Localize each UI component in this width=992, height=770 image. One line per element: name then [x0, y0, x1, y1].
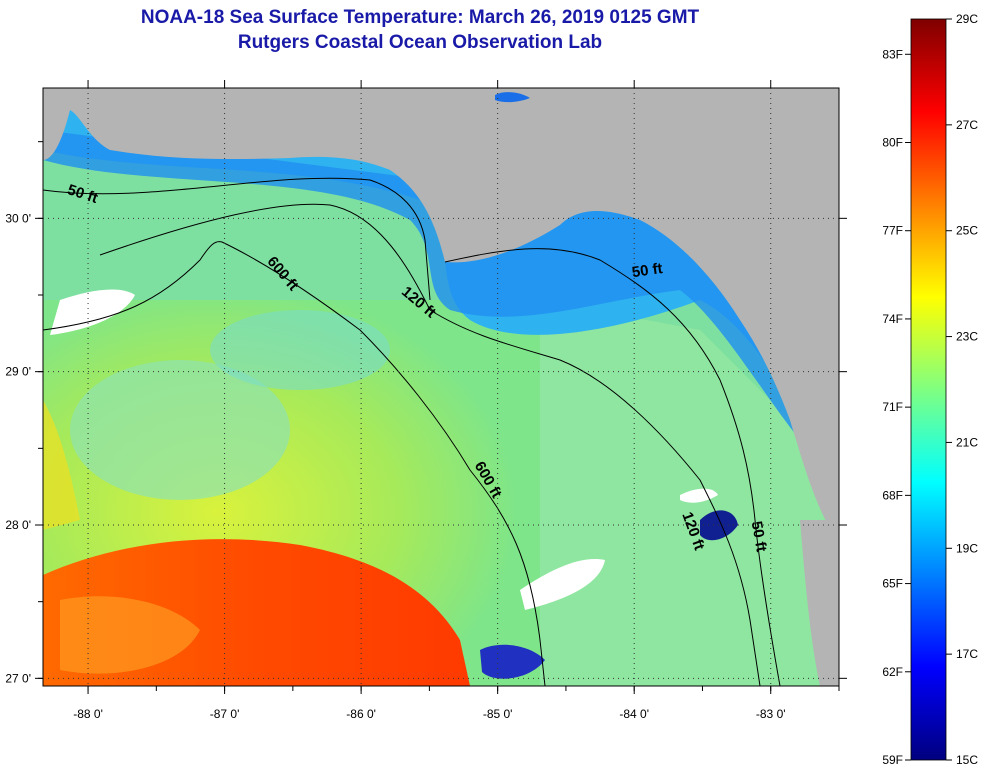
colorbar-labels: 29C 27C 25C 23C 21C 19C 17C 15C 83F 80F 77F 74F 71F 6…	[882, 12, 978, 767]
contour-50ft-west	[43, 177, 431, 301]
fahrenheit-label: 71F	[882, 400, 903, 414]
lon-tick-label: -88 0'	[73, 707, 103, 721]
inland-lake	[495, 92, 530, 103]
cloud-patch-east	[680, 488, 718, 503]
warm-patch-west	[43, 400, 80, 530]
celsius-label: 25C	[956, 224, 978, 238]
lon-tick-label: -84 0'	[619, 707, 649, 721]
celsius-label: 19C	[956, 541, 978, 555]
contour-120ft	[99, 203, 761, 686]
warm-core	[60, 596, 200, 674]
celsius-label: 21C	[956, 435, 978, 449]
fahrenheit-label: 62F	[882, 665, 903, 679]
florida-peninsula	[800, 520, 839, 686]
colorbar	[910, 18, 947, 761]
fahrenheit-label: 74F	[882, 312, 903, 326]
celsius-label: 17C	[956, 647, 978, 661]
celsius-label: 23C	[956, 330, 978, 344]
plot-frame	[42, 87, 840, 687]
fahrenheit-label: 80F	[882, 136, 903, 150]
lon-tick-label: -85 0'	[483, 707, 513, 721]
fahrenheit-label: 59F	[882, 753, 903, 767]
celsius-label: 27C	[956, 118, 978, 132]
lat-tick-label: 29 0'	[5, 365, 31, 379]
contour-label: 50 ft	[748, 520, 770, 553]
celsius-label: 29C	[956, 12, 978, 26]
map-subtitle: Rutgers Coastal Ocean Observation Lab	[237, 32, 603, 53]
lon-tick-label: -83 0'	[756, 707, 786, 721]
fahrenheit-label: 83F	[882, 47, 903, 61]
fahrenheit-label: 68F	[882, 488, 903, 502]
cloud-edge-south	[480, 644, 545, 679]
map-title: NOAA-18 Sea Surface Temperature: March 2…	[140, 7, 700, 28]
contour-50ft-east	[444, 248, 781, 686]
sst-field	[43, 88, 839, 686]
lat-tick-label: 28 0'	[5, 518, 31, 532]
lon-tick-label: -87 0'	[210, 707, 240, 721]
fahrenheit-label: 65F	[882, 577, 903, 591]
lon-tick-label: -86 0'	[346, 707, 376, 721]
fahrenheit-label: 77F	[882, 224, 903, 238]
lat-tick-label: 30 0'	[5, 211, 31, 225]
celsius-label: 15C	[956, 753, 978, 767]
cool-filament	[210, 310, 390, 390]
eddy	[70, 360, 290, 500]
contour-label: 50 ft	[631, 260, 664, 281]
land-mass	[43, 88, 839, 540]
axis-ticks: -88 0' -87 0' -86 0' -85 0' -84 0' -83 0' 30 0…	[5, 80, 847, 721]
cloud-patch-west	[50, 289, 135, 335]
cloud-patch-south	[520, 559, 605, 610]
lat-tick-label: 27 0'	[5, 671, 31, 685]
